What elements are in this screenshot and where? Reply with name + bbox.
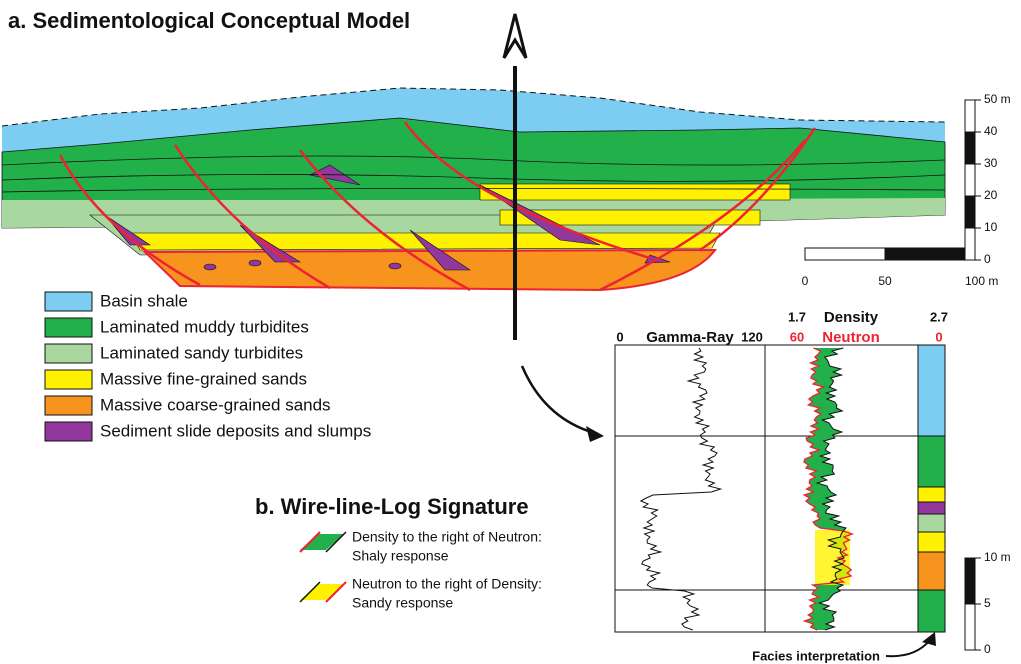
header: 60 bbox=[790, 329, 804, 344]
header: 0 bbox=[616, 329, 623, 344]
log-legend-text: Density to the right of Neutron: bbox=[352, 529, 542, 545]
header: 1.7 bbox=[788, 309, 806, 324]
legend-swatch bbox=[44, 369, 93, 390]
scale-label: 20 bbox=[984, 188, 998, 202]
cross-section bbox=[1, 87, 946, 292]
arrow-head bbox=[586, 426, 604, 442]
legend-swatch bbox=[44, 317, 93, 338]
legend: Basin shale Laminated muddy turbidites Lam… bbox=[44, 291, 371, 442]
header: 120 bbox=[741, 329, 763, 344]
density-curve bbox=[815, 347, 847, 631]
facies-block bbox=[917, 589, 946, 633]
facies-block bbox=[917, 531, 946, 553]
arrow bbox=[520, 365, 599, 436]
scale-segment bbox=[964, 131, 976, 165]
legend-swatch bbox=[44, 395, 93, 416]
legend-swatch bbox=[44, 343, 93, 364]
scale-label: 100 m bbox=[965, 274, 998, 288]
scale-segment bbox=[964, 99, 976, 133]
scale-label: 50 m bbox=[984, 92, 1011, 106]
log-legend-text: Sandy response bbox=[352, 595, 453, 611]
legend-label: Basin shale bbox=[100, 291, 188, 310]
log-headers: 1.7 Density 2.7 0 Gamma-Ray 120 60 Neutr… bbox=[616, 309, 948, 346]
scale-label: 50 bbox=[878, 274, 892, 288]
fine-sand bbox=[479, 183, 791, 201]
log-legend-swatches bbox=[299, 531, 347, 603]
legend-swatch bbox=[44, 421, 93, 442]
north-arrow bbox=[502, 13, 528, 59]
scale-label: 0 bbox=[984, 642, 991, 656]
facies-block bbox=[917, 551, 946, 591]
legend-label: Massive coarse-grained sands bbox=[100, 395, 331, 414]
header: Density bbox=[824, 309, 879, 326]
faults bbox=[58, 121, 817, 292]
header: 0 bbox=[935, 329, 942, 344]
facies-block bbox=[917, 513, 946, 533]
width-scale bbox=[804, 247, 966, 261]
arrow-head bbox=[922, 632, 936, 646]
scale-segment bbox=[964, 163, 976, 197]
scale-segment bbox=[964, 195, 976, 229]
scale-label: 40 bbox=[984, 124, 998, 138]
facies-block bbox=[917, 435, 946, 488]
header: Gamma-Ray bbox=[646, 329, 734, 346]
facies-block bbox=[917, 501, 946, 515]
scale-label: 30 bbox=[984, 156, 998, 170]
coarse-sand bbox=[142, 248, 717, 292]
facies-block bbox=[917, 344, 946, 437]
arrow bbox=[885, 639, 931, 658]
facies-block bbox=[917, 486, 946, 503]
legend-swatch bbox=[44, 291, 93, 312]
log-legend: Density to the right of Neutron: Shaly re… bbox=[352, 529, 542, 611]
scale-label: 5 bbox=[984, 596, 991, 610]
scale-segment bbox=[964, 603, 976, 651]
legend-label: Laminated muddy turbidites bbox=[100, 317, 309, 336]
log-scale: 10 m 5 0 bbox=[964, 550, 1011, 656]
log-panel bbox=[614, 344, 946, 633]
sea-floor bbox=[1, 87, 946, 127]
scale-segment bbox=[964, 557, 976, 605]
log-legend-text: Neutron to the right of Density: bbox=[352, 576, 542, 592]
depth-scale: 50 m 40 30 20 10 0 bbox=[964, 92, 1011, 266]
scale-label: 0 bbox=[802, 274, 809, 288]
legend-label: Laminated sandy turbidites bbox=[100, 343, 303, 362]
log-fill bbox=[815, 530, 850, 585]
facies-label: Facies interpretation bbox=[752, 648, 880, 663]
legend-label: Sediment slide deposits and slumps bbox=[100, 421, 371, 440]
legend-label: Massive fine-grained sands bbox=[100, 369, 307, 388]
scale-segment bbox=[964, 227, 976, 261]
header: 2.7 bbox=[930, 309, 948, 324]
scale-label: 10 m bbox=[984, 550, 1011, 564]
title-b: b. Wire-line-Log Signature bbox=[255, 494, 529, 519]
fine-sand bbox=[499, 209, 761, 226]
header: Neutron bbox=[822, 329, 880, 346]
title-a: a. Sedimentological Conceptual Model bbox=[8, 8, 410, 33]
gamma-ray-curve bbox=[639, 347, 723, 631]
scale-label: 10 bbox=[984, 220, 998, 234]
scale-label: 0 bbox=[984, 252, 991, 266]
log-legend-text: Shaly response bbox=[352, 548, 449, 564]
